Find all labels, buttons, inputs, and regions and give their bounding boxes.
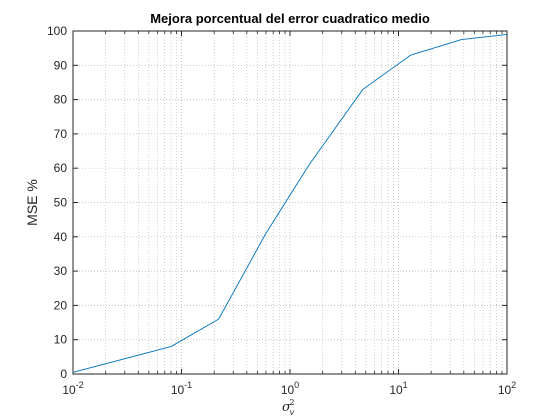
x-axis-label-subscript: v xyxy=(290,408,295,417)
x-axis-label-symbol: σ xyxy=(282,400,292,415)
x-tick-label: 10-1 xyxy=(171,380,192,397)
x-axis-label: σ 2 v xyxy=(282,398,295,417)
y-axis-label: MSE % xyxy=(24,179,40,226)
x-tick-label: 101 xyxy=(389,380,407,397)
chart-title: Mejora porcentual del error cuadratico m… xyxy=(150,11,430,26)
series-line xyxy=(72,33,508,373)
x-tick-label: 100 xyxy=(281,380,299,397)
y-tick-label: 20 xyxy=(54,298,68,312)
y-tick-label: 30 xyxy=(54,264,68,278)
y-tick-label: 50 xyxy=(54,196,68,210)
x-axis-label-superscript: 2 xyxy=(290,398,295,407)
axis-ticks xyxy=(72,30,508,375)
y-tick-label: 40 xyxy=(54,230,68,244)
y-tick-label: 70 xyxy=(54,127,68,141)
grid xyxy=(72,30,508,375)
y-tick-label: 90 xyxy=(54,58,68,72)
x-tick-label: 102 xyxy=(498,380,516,397)
x-tick-label: 10-2 xyxy=(62,380,83,397)
y-tick-label: 0 xyxy=(60,367,67,381)
y-tick-label: 10 xyxy=(54,333,68,347)
y-tick-label: 100 xyxy=(47,24,67,38)
y-tick-label: 60 xyxy=(54,161,68,175)
y-tick-label: 80 xyxy=(54,93,68,107)
series-layer xyxy=(72,33,508,373)
